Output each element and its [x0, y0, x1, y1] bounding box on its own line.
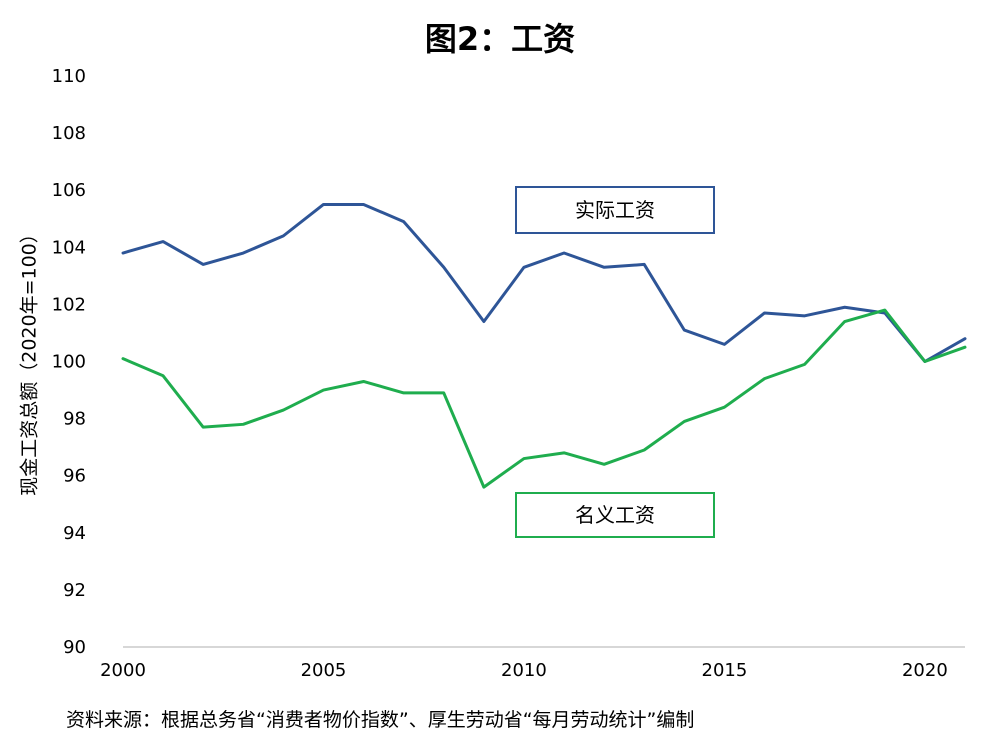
y-tick-label: 110	[52, 66, 86, 87]
y-tick-label: 90	[63, 637, 86, 658]
y-tick-label: 106	[52, 180, 86, 201]
legend-box-nominal-wage: 名义工资	[515, 492, 715, 538]
y-tick-label: 100	[52, 352, 86, 373]
legend-box-frame	[515, 492, 715, 538]
legend-box-frame	[515, 186, 715, 234]
series-label: 实际工资	[575, 198, 655, 222]
x-tick-label: 2010	[501, 660, 547, 681]
y-tick-label: 104	[52, 237, 86, 258]
y-tick-label: 108	[52, 123, 86, 144]
x-tick-label: 2005	[301, 660, 347, 681]
series-label: 名义工资	[575, 503, 655, 527]
legend-box-real-wage: 实际工资	[515, 186, 715, 234]
series-line-nominal-wage	[121, 308, 967, 489]
chart-title: 图2：工资	[424, 20, 576, 58]
y-tick-label: 92	[63, 580, 86, 601]
y-tick-label: 98	[63, 409, 86, 430]
y-tick-label: 102	[52, 294, 86, 315]
x-tick-label: 2000	[100, 660, 146, 681]
series-line-real-wage	[121, 202, 967, 363]
y-tick-label: 94	[63, 523, 86, 544]
source-note: 资料来源：根据总务省“消费者物价指数”、厚生劳动省“每月劳动统计”编制	[66, 709, 695, 731]
x-tick-label: 2020	[902, 660, 948, 681]
x-tick-label: 2015	[702, 660, 748, 681]
y-tick-label: 96	[63, 466, 86, 487]
